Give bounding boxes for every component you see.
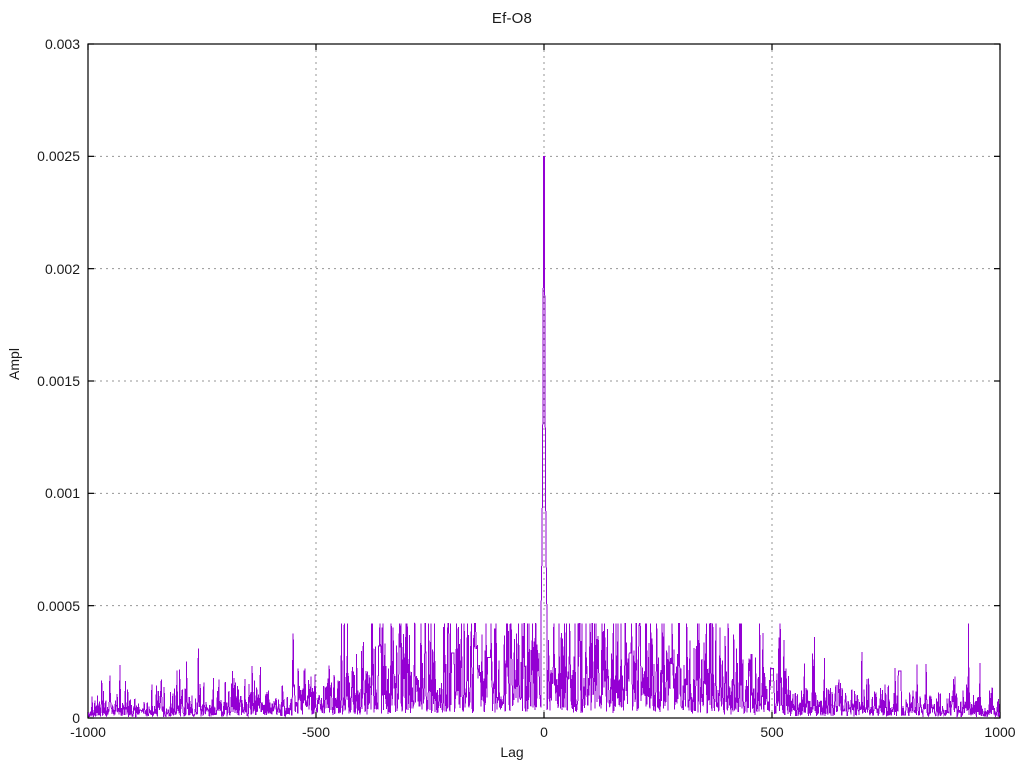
x-tick-label: 1000	[984, 724, 1016, 740]
y-tick-label: 0.0005	[37, 597, 80, 614]
y-tick-label: 0.003	[44, 36, 80, 52]
x-axis-label: Lag	[500, 744, 524, 760]
y-tick-label: 0.0015	[37, 373, 80, 389]
y-tick-label: 0.002	[44, 260, 80, 277]
y-axis-tick-labels: 0 0.0005 0.001 0.0015 0.002 0.0025 0.003	[8, 0, 80, 768]
gridlines	[88, 43, 1000, 718]
data-series	[88, 155, 1000, 718]
x-tick-label: -500	[301, 724, 331, 740]
plot-border	[87, 43, 1001, 719]
y-tick-label: 0.0025	[37, 148, 80, 165]
x-tick-label: 0	[540, 724, 548, 740]
x-tick-label: -1000	[70, 724, 106, 740]
x-tick-label: 500	[760, 724, 784, 740]
y-tick-label: 0	[72, 710, 80, 726]
chart-title: Ef-O8	[491, 10, 533, 27]
y-tick-label: 0.001	[44, 485, 80, 502]
